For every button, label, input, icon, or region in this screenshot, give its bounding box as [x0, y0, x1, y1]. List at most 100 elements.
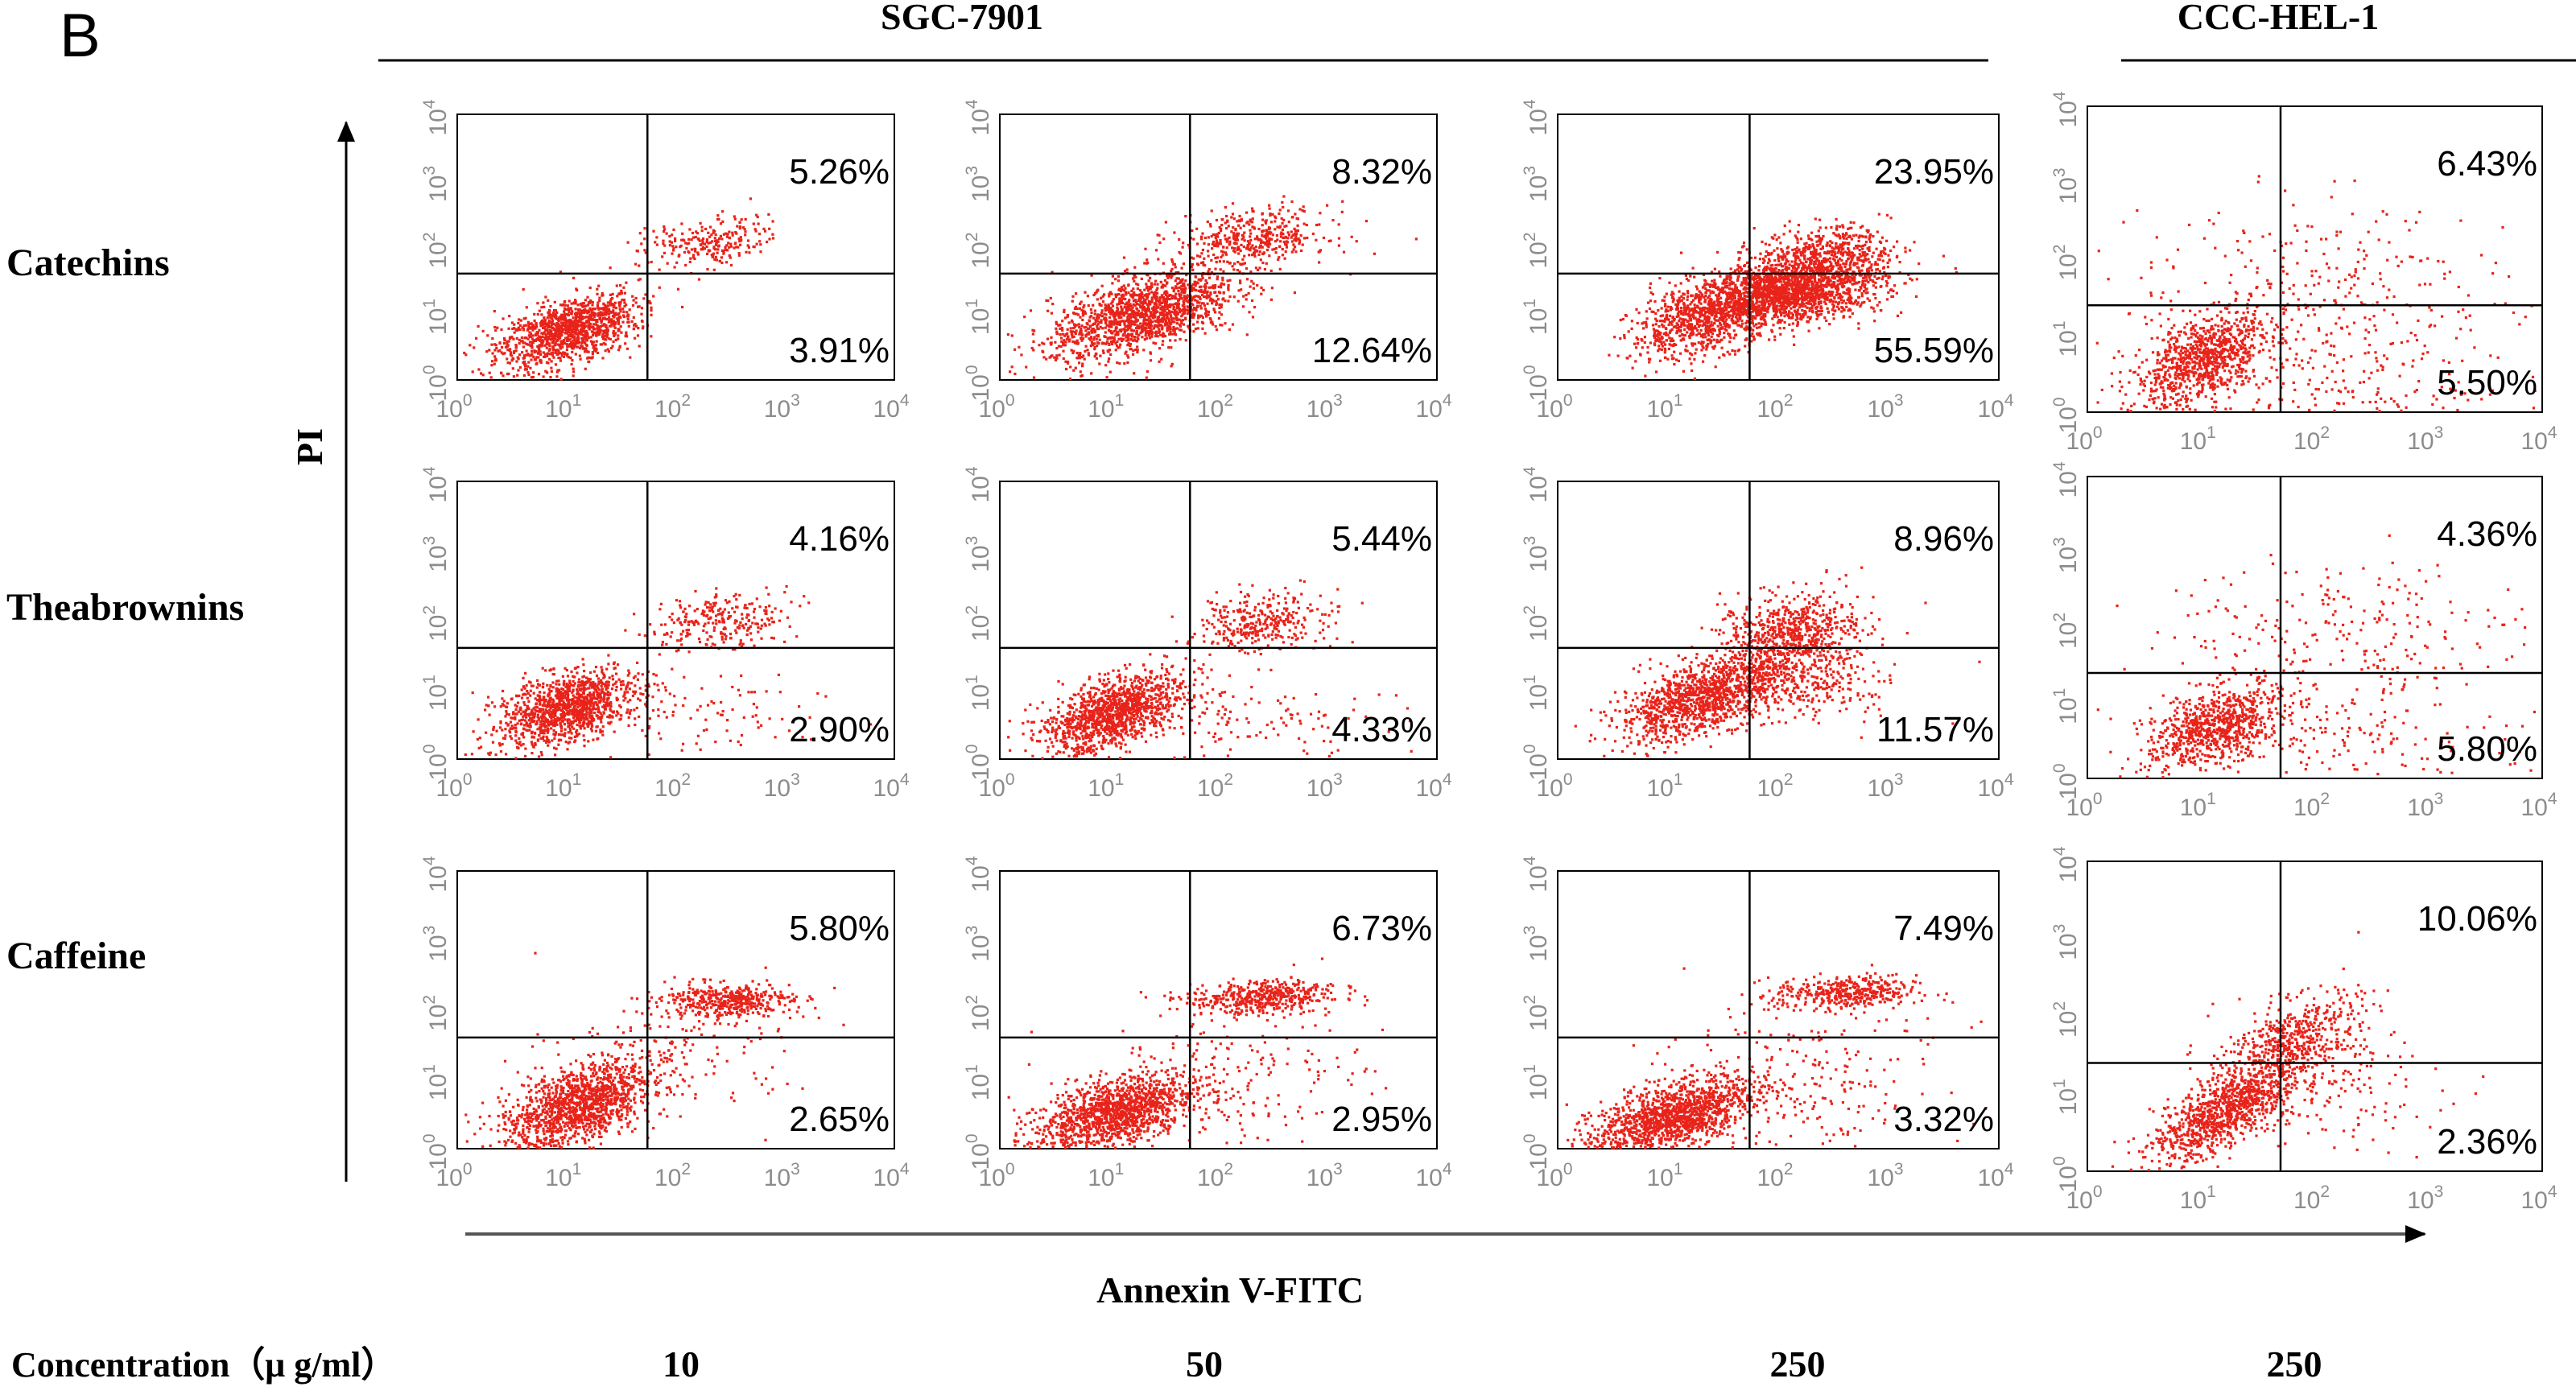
scatter-point	[1775, 304, 1778, 307]
scatter-point	[1092, 338, 1096, 341]
scatter-point	[503, 352, 506, 355]
scatter-point	[1211, 247, 1214, 250]
scatter-point	[1089, 307, 1092, 312]
scatter-point	[1177, 303, 1181, 306]
scatter-point	[1192, 257, 1195, 260]
scatter-point	[1220, 218, 1224, 221]
scatter-point	[1342, 250, 1346, 254]
scatter-point	[588, 286, 592, 290]
scatter-point	[1180, 297, 1183, 300]
scatter-point	[588, 356, 592, 360]
scatter-point	[1136, 312, 1139, 315]
scatter-point	[523, 341, 526, 345]
scatter-point	[1248, 242, 1251, 246]
scatter-point	[638, 278, 642, 281]
scatter-point	[1154, 297, 1157, 300]
scatter-point	[727, 241, 730, 245]
scatter-point	[1728, 324, 1731, 328]
scatter-point	[1129, 321, 1132, 324]
scatter-point	[1718, 332, 1721, 336]
scatter-point	[1063, 339, 1066, 342]
scatter-point	[1167, 319, 1171, 322]
scatter-point	[513, 323, 516, 326]
scatter-point	[737, 246, 740, 249]
scatter-point	[1111, 309, 1114, 312]
scatter-point	[1251, 207, 1254, 210]
scatter-point	[1136, 318, 1139, 321]
scatter-point	[608, 324, 611, 328]
scatter-point	[514, 345, 518, 349]
scatter-point	[1143, 262, 1146, 265]
scatter-point	[1133, 336, 1137, 339]
scatter-point	[1199, 314, 1203, 317]
scatter-point	[1125, 339, 1128, 342]
scatter-point	[1120, 337, 1123, 340]
scatter-point	[668, 244, 671, 247]
scatter-point	[707, 249, 710, 252]
scatter-point	[547, 342, 551, 345]
scatter-point	[1096, 323, 1100, 326]
scatter-point	[1738, 315, 1741, 318]
scatter-point	[729, 263, 733, 267]
scatter-point	[1772, 310, 1776, 313]
scatter-point	[572, 276, 576, 279]
scatter-point	[1219, 238, 1222, 242]
scatter-point	[623, 304, 626, 308]
scatter-point	[1674, 343, 1678, 346]
scatter-point	[1108, 357, 1111, 361]
scatter-point	[1117, 316, 1121, 320]
scatter-point	[1185, 299, 1188, 303]
scatter-point	[1779, 280, 1782, 283]
scatter-point	[565, 321, 568, 324]
scatter-point	[1816, 315, 1819, 318]
scatter-point	[1063, 310, 1066, 314]
scatter-point	[1234, 242, 1237, 246]
scatter-point	[1136, 325, 1139, 328]
scatter-point	[1151, 307, 1154, 310]
scatter-point	[600, 314, 603, 317]
scatter-point	[695, 230, 698, 233]
scatter-point	[1245, 211, 1249, 214]
scatter-point	[593, 307, 597, 311]
scatter-point	[603, 337, 606, 341]
scatter-point	[1700, 294, 1703, 297]
scatter-point	[1736, 349, 1740, 353]
scatter-point	[614, 338, 617, 341]
scatter-point	[611, 315, 615, 318]
scatter-point	[1695, 318, 1699, 322]
scatter-point	[1174, 287, 1177, 290]
scatter-point	[1246, 221, 1249, 224]
scatter-point	[1101, 327, 1104, 330]
scatter-point	[564, 303, 567, 307]
scatter-point	[1133, 293, 1137, 296]
scatter-point	[762, 227, 766, 230]
scatter-point	[1191, 312, 1195, 316]
scatter-point	[1743, 294, 1746, 298]
scatter-point	[1268, 232, 1272, 235]
scatter-point	[1102, 351, 1105, 354]
scatter-point	[1657, 345, 1661, 348]
scatter-point	[1177, 289, 1180, 293]
scatter-point	[584, 367, 587, 370]
scatter-point	[1666, 333, 1670, 336]
scatter-point	[1212, 233, 1215, 236]
scatter-point	[597, 326, 600, 329]
scatter-point	[587, 326, 590, 329]
scatter-point	[1186, 305, 1189, 308]
scatter-point	[1075, 292, 1078, 295]
scatter-point	[1133, 323, 1137, 326]
scatter-point	[696, 253, 700, 256]
scatter-point	[1199, 307, 1203, 310]
scatter-point	[1704, 295, 1707, 298]
scatter-point	[1737, 250, 1740, 254]
scatter-point	[1885, 274, 1888, 278]
scatter-point	[1704, 329, 1707, 332]
scatter-point	[1231, 265, 1234, 268]
scatter-point	[1197, 289, 1200, 292]
scatter-point	[1694, 342, 1697, 345]
scatter-point	[1135, 340, 1139, 343]
scatter-point	[1145, 330, 1148, 333]
x-tick-label: 104	[873, 391, 909, 423]
scatter-point	[1689, 352, 1692, 355]
scatter-point	[1202, 263, 1205, 266]
